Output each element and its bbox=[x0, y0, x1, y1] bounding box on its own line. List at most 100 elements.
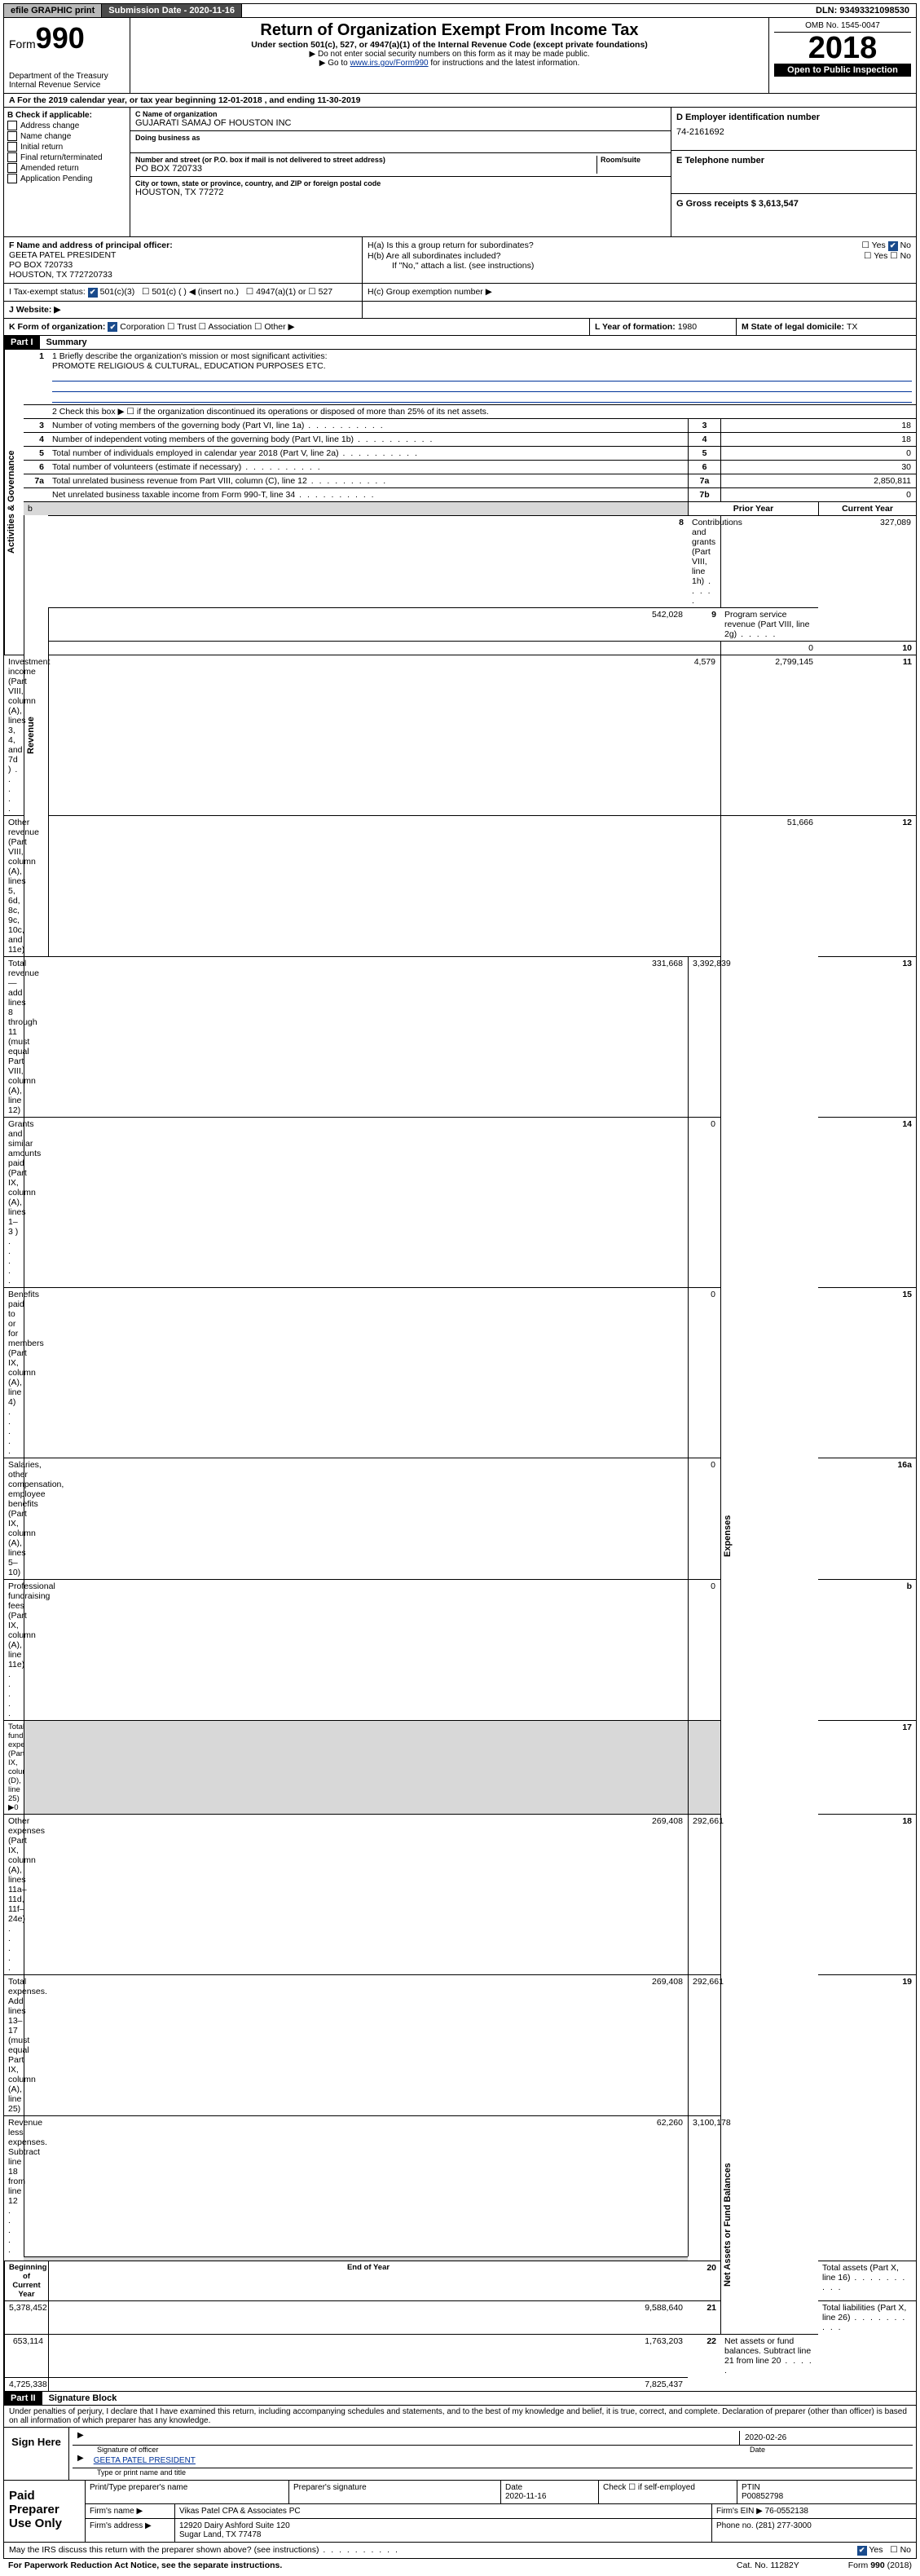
r5-n: 5 bbox=[24, 446, 48, 460]
ex13-n: 13 bbox=[818, 956, 916, 1117]
opt-application: Application Pending bbox=[20, 174, 92, 183]
cb-initial-return[interactable] bbox=[7, 142, 17, 152]
box-c: C Name of organization GUJARATI SAMAJ OF… bbox=[130, 108, 671, 236]
box-m: M State of legal domicile: TX bbox=[737, 319, 916, 336]
cb-amended[interactable] bbox=[7, 163, 17, 173]
r4-v: 18 bbox=[720, 432, 916, 446]
box-l: L Year of formation: 1980 bbox=[590, 319, 737, 336]
ex16a-v2: 0 bbox=[688, 1579, 720, 1720]
cat-no: Cat. No. 11282Y bbox=[737, 2561, 799, 2570]
ex16b-v1 bbox=[24, 1720, 688, 1814]
k-corp: Corporation bbox=[120, 322, 165, 332]
ex15-t: Salaries, other compensation, employee b… bbox=[4, 1458, 24, 1579]
rv10-n: 10 bbox=[818, 641, 916, 655]
pp-selfemployed: Check ☐ if self-employed bbox=[599, 2481, 737, 2503]
cb-final-return[interactable] bbox=[7, 152, 17, 162]
na20-v2: 9,588,640 bbox=[48, 2300, 688, 2334]
paid-preparer-block: Paid Preparer Use Only Print/Type prepar… bbox=[4, 2480, 916, 2542]
note2-post: for instructions and the latest informat… bbox=[429, 59, 580, 68]
checked-corp-icon bbox=[108, 322, 117, 332]
ex19-v1: 62,260 bbox=[24, 2115, 688, 2256]
rb-t bbox=[48, 501, 688, 515]
ex19-t: Revenue less expenses. Subtract line 18 … bbox=[4, 2115, 24, 2256]
sign-arrow-icon: ▶ bbox=[73, 2431, 89, 2445]
form990-link[interactable]: www.irs.gov/Form990 bbox=[350, 59, 428, 68]
cb-name-change[interactable] bbox=[7, 131, 17, 141]
r7b-t: Net unrelated business taxable income fr… bbox=[48, 487, 688, 501]
dln-label: DLN: 93493321098530 bbox=[809, 4, 916, 17]
line1-block: 1 Briefly describe the organization's mi… bbox=[48, 350, 916, 404]
r7a-v: 2,850,811 bbox=[720, 474, 916, 487]
ex17-n: 17 bbox=[818, 1720, 916, 1814]
na21-t: Total liabilities (Part X, line 26) bbox=[818, 2300, 916, 2334]
firm-name-label: Firm's name ▶ bbox=[86, 2504, 175, 2518]
submission-date-btn[interactable]: Submission Date - 2020-11-16 bbox=[102, 4, 242, 17]
note-ssn: ▶ Do not enter social security numbers o… bbox=[135, 50, 764, 59]
rv10-v2: 2,799,145 bbox=[720, 655, 818, 815]
na21-v1: 653,114 bbox=[4, 2334, 48, 2377]
k-label: K Form of organization: bbox=[9, 322, 105, 332]
rv12-v1: 331,668 bbox=[24, 956, 688, 1117]
firm-addr2: Sugar Land, TX 77478 bbox=[179, 2530, 261, 2539]
box-hc: H(c) Group exemption number ▶ bbox=[363, 283, 916, 301]
discuss-answer: Yes ☐ No bbox=[857, 2545, 911, 2556]
rv9-t: Program service revenue (Part VIII, line… bbox=[720, 607, 818, 641]
c-name-label: C Name of organization bbox=[135, 110, 666, 118]
na22-n: 22 bbox=[688, 2334, 720, 2377]
ex18-v1: 269,408 bbox=[24, 1974, 688, 2115]
na22-v2: 7,825,437 bbox=[48, 2377, 688, 2391]
k-assoc: Association bbox=[208, 322, 252, 332]
ex19-n: 19 bbox=[818, 1974, 916, 2115]
pp-ptin-cell: PTIN P00852798 bbox=[737, 2481, 916, 2503]
r4-n: 4 bbox=[24, 432, 48, 446]
irs-label: Internal Revenue Service bbox=[9, 81, 125, 90]
ex18-n: 18 bbox=[818, 1814, 916, 1974]
col-end: End of Year bbox=[48, 2261, 688, 2300]
rv10-t: Investment income (Part VIII, column (A)… bbox=[4, 655, 24, 815]
rv11-v2: 51,666 bbox=[720, 815, 818, 956]
firm-addr: 12920 Dairy Ashford Suite 120 Sugar Land… bbox=[175, 2519, 712, 2542]
rv8-v1: 327,089 bbox=[720, 515, 916, 607]
ex17-v2: 292,661 bbox=[688, 1814, 720, 1974]
ex13-v1 bbox=[24, 1117, 688, 1287]
k-trust: Trust bbox=[177, 322, 196, 332]
na21-n: 21 bbox=[688, 2300, 720, 2334]
penalty-text: Under penalties of perjury, I declare th… bbox=[3, 2406, 917, 2428]
ex15-v1 bbox=[24, 1458, 688, 1579]
box-defg: D Employer identification number 74-2161… bbox=[671, 108, 916, 236]
mission-text: PROMOTE RELIGIOUS & CULTURAL, EDUCATION … bbox=[52, 361, 912, 371]
rv11-t: Other revenue (Part VIII, column (A), li… bbox=[4, 815, 24, 956]
line2-text: 2 Check this box ▶ ☐ if the organization… bbox=[48, 404, 916, 418]
firm-ein: 76-0552138 bbox=[765, 2507, 808, 2516]
addr-label: Number and street (or P.O. box if mail i… bbox=[135, 156, 596, 164]
na20-t: Total assets (Part X, line 16) bbox=[818, 2261, 916, 2300]
ex16b-t: Total fundraising expenses (Part IX, col… bbox=[4, 1720, 24, 1814]
officer-signed-name[interactable]: GEETA PATEL PRESIDENT bbox=[94, 2456, 196, 2465]
sign-arrow-icon-2: ▶ bbox=[73, 2454, 89, 2468]
line2-num bbox=[24, 404, 48, 418]
form-990-big: 990 bbox=[36, 21, 85, 55]
pp-ptin-label: PTIN bbox=[742, 2483, 760, 2492]
r6-n: 6 bbox=[24, 460, 48, 474]
cb-address-change[interactable] bbox=[7, 121, 17, 130]
r4-rn: 4 bbox=[688, 432, 720, 446]
ex13-v2: 0 bbox=[688, 1117, 720, 1287]
box-k: K Form of organization: Corporation ☐ Tr… bbox=[4, 319, 590, 336]
rv11-n: 11 bbox=[818, 655, 916, 815]
tax-year: 2018 bbox=[774, 33, 911, 64]
ex13-t: Grants and similar amounts paid (Part IX… bbox=[4, 1117, 24, 1287]
cb-application[interactable] bbox=[7, 174, 17, 183]
part2-title: Signature Block bbox=[42, 2392, 124, 2405]
opt-name-change: Name change bbox=[20, 132, 71, 141]
efile-btn[interactable]: efile GRAPHIC print bbox=[4, 4, 102, 17]
firm-name: Vikas Patel CPA & Associates PC bbox=[175, 2504, 712, 2518]
rv10-v1: 4,579 bbox=[48, 655, 720, 815]
pp-col1-label: Print/Type preparer's name bbox=[86, 2481, 289, 2503]
form-header: Form990 Department of the Treasury Inter… bbox=[3, 18, 917, 94]
box-h: H(a) Is this a group return for subordin… bbox=[363, 237, 916, 283]
pp-date-cell: Date 2020-11-16 bbox=[501, 2481, 599, 2503]
top-bar: efile GRAPHIC print Submission Date - 20… bbox=[3, 3, 917, 18]
open-public-badge: Open to Public Inspection bbox=[774, 64, 911, 77]
pp-date-label: Date bbox=[505, 2483, 522, 2492]
phone-label: E Telephone number bbox=[676, 156, 911, 165]
